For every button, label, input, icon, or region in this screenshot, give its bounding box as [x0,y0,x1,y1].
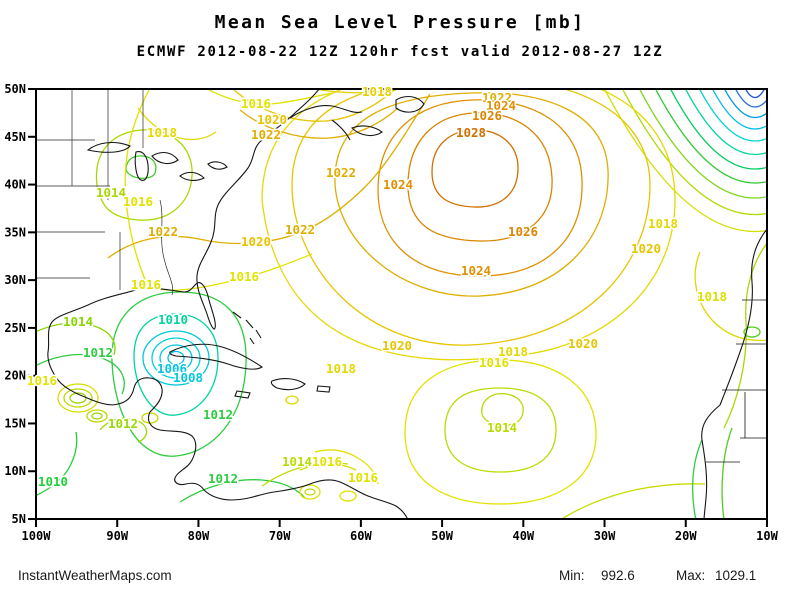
map-frame [35,88,768,520]
contour-label: 1020 [631,241,661,256]
isobar-caribbean [36,383,706,519]
contour-label: 1016 [479,355,509,370]
lat-axis: 50N 45N 40N 35N 30N 25N 20N 15N 10N 5N [4,82,36,526]
lat-tick-label: 40N [4,178,26,192]
contour-label: 1016 [123,194,153,209]
lat-tick-label: 10N [4,464,26,478]
contour-label: 1022 [326,165,356,180]
contour-labels-group: 1016102010221018101810221014101610221020… [25,83,728,491]
lon-tick-label: 70W [269,529,291,543]
contour-label: 1024 [461,263,491,278]
contour-label: 1018 [648,216,678,231]
contour-label: 1016 [229,269,259,284]
coastline-hispaniola [270,378,306,391]
contour-label: 1010 [38,474,68,489]
contour-label: 1014 [63,314,93,329]
contour-label: 1016 [27,373,57,388]
coastline-great-lakes [86,141,228,181]
contour-label: 1010 [158,312,188,327]
contour-label: 1028 [456,125,486,140]
lon-tick-label: 40W [512,529,534,543]
contour-label: 1016 [348,470,378,485]
contour-label: 1016 [241,96,271,111]
lon-tick-label: 100W [22,529,52,543]
contour-label: 1018 [326,361,356,376]
pressure-map: 50N 45N 40N 35N 30N 25N 20N 15N 10N 5N 100W 90W 80W… [4,82,779,543]
attribution-link[interactable]: InstantWeatherMaps.com [18,568,172,583]
coastline-puerto-rico [316,385,331,393]
isobars-group [36,89,767,519]
contour-label: 1018 [498,344,528,359]
coastline-canada-ne [289,95,425,141]
contour-label: 1022 [482,90,512,105]
contour-label: 1008 [173,370,203,385]
lat-tick-label: 5N [12,512,26,526]
contour-label: 1026 [508,224,538,239]
map-subtitle: ECMWF 2012-08-22 12Z 120hr fcst valid 20… [136,44,664,60]
contour-label: 1012 [83,345,113,360]
contour-label: 1026 [472,108,502,123]
coastline-bahamas [232,311,262,345]
coastline-cuba [169,343,263,370]
contour-label: 1024 [486,98,516,113]
lon-tick-label: 80W [188,529,210,543]
lon-axis: 100W 90W 80W 70W 60W 50W 40W 30W 20W 10W [22,519,779,543]
contour-label: 1018 [697,289,727,304]
max-label: Max: [676,568,706,583]
contour-label: 1018 [147,125,177,140]
borders-africa [706,299,767,463]
lat-tick-label: 15N [4,416,26,430]
contour-label: 1022 [148,224,178,239]
isobar-atlantic-high [261,89,676,361]
contour-label: 1014 [96,185,126,200]
contour-label: 1022 [285,222,315,237]
lat-tick-label: 30N [4,273,26,287]
contour-label: 1020 [568,336,598,351]
coastline-africa [701,228,767,519]
contour-label: 1022 [251,127,281,142]
contour-label: 1020 [382,338,412,353]
contour-label: 1014 [487,420,517,435]
coastline-jamaica [234,390,251,399]
contour-label: 1018 [362,84,392,99]
lat-tick-label: 50N [4,82,26,96]
contour-label: 1006 [157,361,187,376]
lon-tick-label: 90W [106,529,128,543]
contour-label: 1016 [131,277,161,292]
contour-label: 1020 [257,112,287,127]
isobar-east-atlantic [691,242,767,519]
lon-tick-label: 10W [756,529,778,543]
contour-label: 1024 [383,177,413,192]
isobar-midatlantic-low [404,359,597,505]
contour-label: 1012 [108,416,138,431]
contour-label: 1016 [312,454,342,469]
contour-label: 1020 [241,234,271,249]
footer: InstantWeatherMaps.com Min: 992.6 Max: 1… [0,568,800,590]
coastline-americas [47,89,409,519]
contour-label: 1014 [282,454,312,469]
lat-tick-label: 35N [4,225,26,239]
coastlines-group [36,89,767,519]
lon-tick-label: 60W [350,529,372,543]
max-value: 1029.1 [715,568,757,583]
min-value: 992.6 [601,568,635,583]
isobar-north-america [36,89,431,395]
map-title: Mean Sea Level Pressure [mb] [214,12,586,33]
contour-label: 1012 [203,407,233,422]
min-label: Min: [559,568,585,583]
contour-label: 1012 [208,471,238,486]
lat-tick-label: 45N [4,130,26,144]
lat-tick-label: 20N [4,369,26,383]
lon-tick-label: 20W [675,529,697,543]
lat-tick-label: 25N [4,321,26,335]
borders-us-states [36,89,174,296]
lon-tick-label: 50W [431,529,453,543]
lon-tick-label: 30W [594,529,616,543]
